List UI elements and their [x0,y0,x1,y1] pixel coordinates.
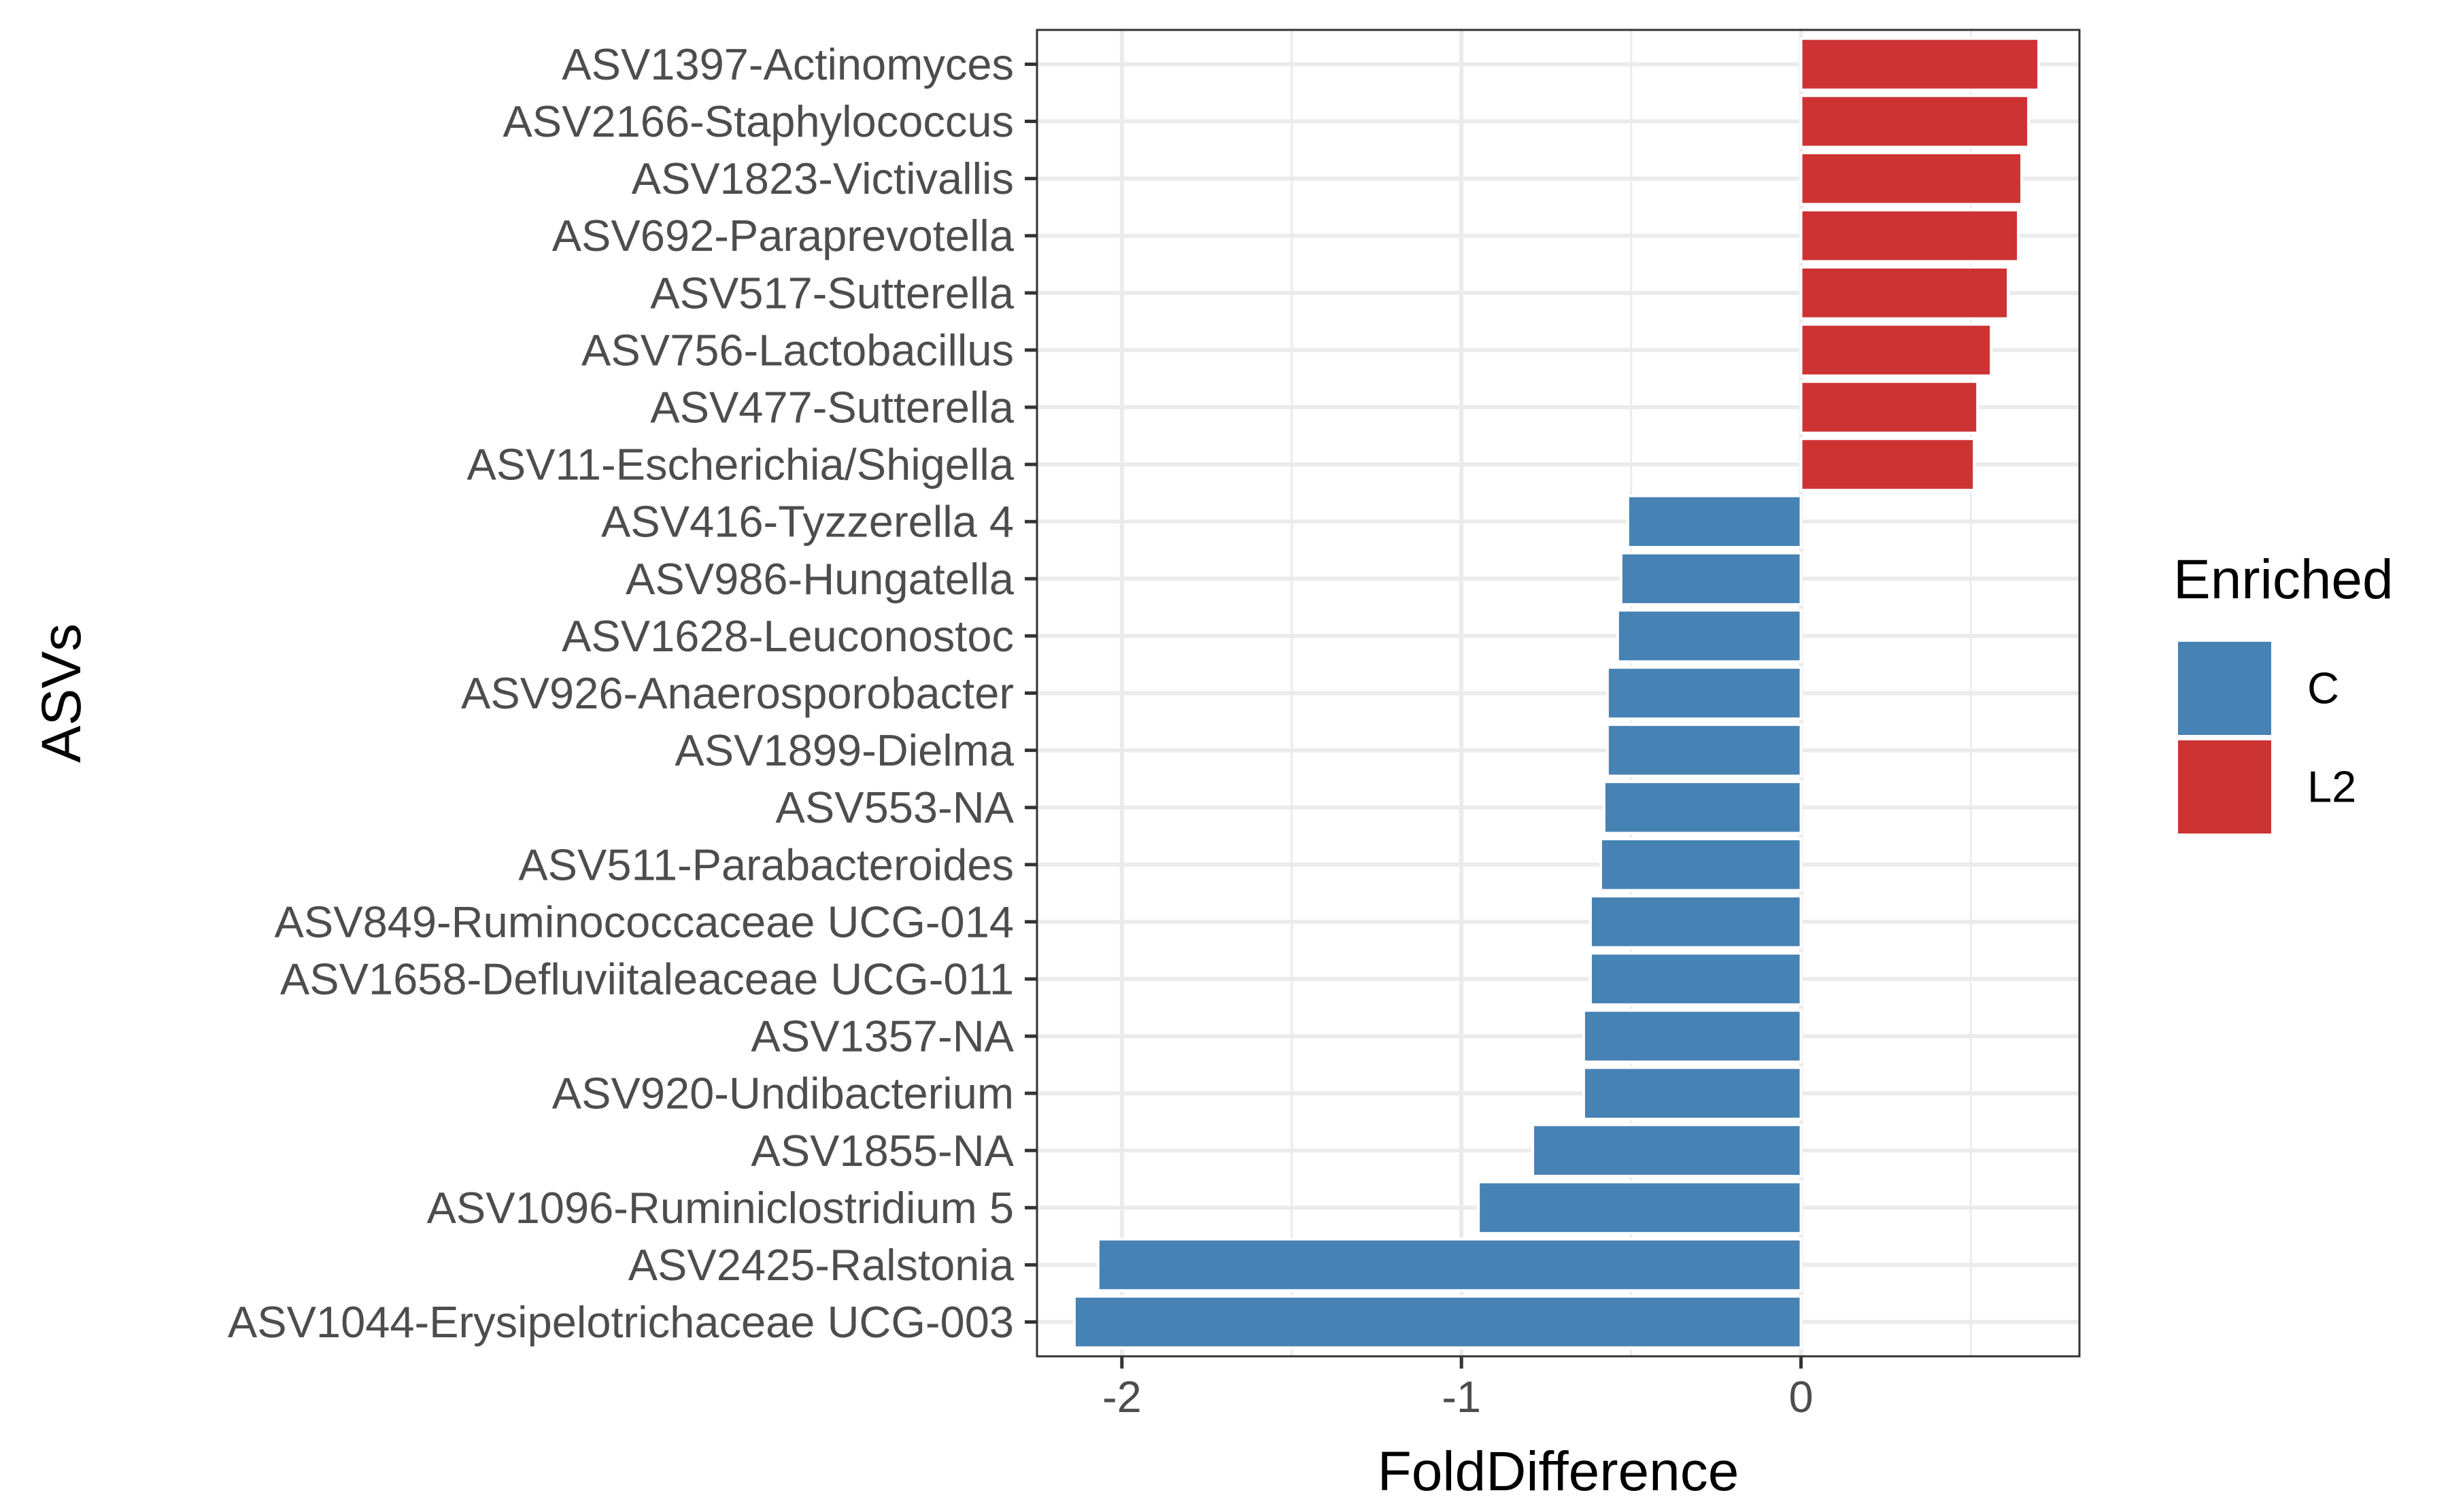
legend-title: Enriched [2173,549,2394,611]
bar [1799,151,2024,206]
bar [1582,1009,1803,1063]
y-tick-label: ASV553-NA [776,783,1015,832]
x-tick-label: -1 [1442,1372,1481,1422]
bar [1477,1180,1803,1235]
bar [1799,265,2010,320]
y-tick-label: ASV1899-Dielma [675,725,1014,775]
bar [1096,1237,1803,1292]
bar [1605,723,1803,778]
bar [1616,608,1803,664]
y-tick-label: ASV1823-Victivallis [632,154,1014,203]
legend-label: C [2307,664,2339,713]
y-tick-label: ASV692-Paraprevotella [552,211,1015,260]
bar [1605,666,1803,721]
y-tick-label: ASV1658-Defluviitaleaceae UCG-011 [280,954,1014,1003]
y-tick-label: ASV920-Undibacterium [552,1069,1014,1118]
x-axis: -2 -1 0 [1102,1356,1814,1422]
y-tick-label: ASV2166-Staphylococcus [503,97,1014,146]
bar [1799,323,1993,377]
bar [1799,94,2030,149]
y-tick-label: ASV2425-Ralstonia [628,1240,1015,1290]
x-axis-title: FoldDifference [1378,1441,1739,1502]
y-tick-label: ASV1044-Erysipelotrichaceae UCG-003 [228,1297,1014,1347]
y-tick-label: ASV517-Sutterella [650,268,1015,317]
legend: Enriched C L2 [2173,549,2394,834]
y-tick-label: ASV1357-NA [751,1012,1014,1061]
bar [1602,780,1803,835]
bar [1799,380,1979,434]
bar [1599,837,1803,892]
y-tick-label: ASV756-Lactobacillus [581,325,1014,375]
y-axis-title: ASVs [31,623,92,763]
y-tick-label: ASV1628-Leuconostoc [562,611,1014,661]
x-tick-label: -2 [1102,1372,1142,1422]
bar [1588,895,1803,949]
legend-label: L2 [2307,762,2356,812]
y-tick-label: ASV986-Hungatella [626,554,1015,604]
bar [1799,208,2020,263]
y-tick-label: ASV511-Parabacteroides [518,840,1014,889]
y-tick-label: ASV1855-NA [751,1126,1014,1175]
y-tick-label: ASV1096-Ruminiclostridium 5 [427,1183,1014,1233]
bar [1799,37,2041,92]
y-axis: ASV1397-Actinomyces ASV2166-Staphylococcu… [228,39,1037,1347]
bar [1799,437,1976,492]
bar [1626,494,1803,549]
bar [1619,551,1803,606]
y-tick-label: ASV926-Anaerosporobacter [461,668,1014,718]
bars [1072,37,2041,1350]
x-tick-label: 0 [1788,1372,1813,1422]
legend-key [2178,642,2271,735]
y-tick-label: ASV477-Sutterella [650,383,1015,432]
bar [1072,1294,1803,1350]
bar [1582,1066,1803,1121]
bar [1588,952,1803,1006]
y-tick-label: ASV849-Ruminococcaceae UCG-014 [275,897,1014,946]
y-tick-label: ASV416-Tyzzerella 4 [601,497,1014,547]
bar [1531,1123,1803,1178]
y-tick-label: ASV1397-Actinomyces [562,39,1014,89]
legend-key [2178,740,2271,834]
y-tick-label: ASV11-Escherichia/Shigella [466,440,1014,489]
